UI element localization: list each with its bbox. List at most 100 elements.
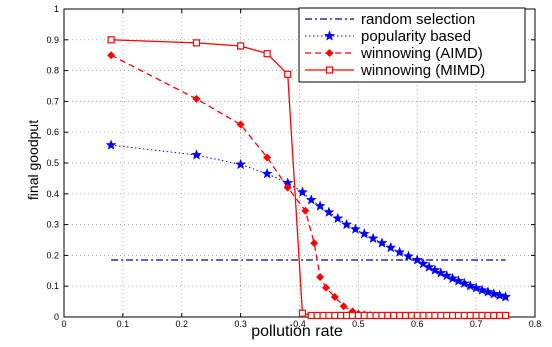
square-marker	[319, 311, 327, 320]
square-marker	[378, 311, 386, 320]
square-marker	[284, 70, 292, 78]
square-marker	[478, 311, 486, 320]
square-marker	[237, 42, 245, 50]
tick-labels: 0 0.1 0.2 0.3 0.4 0.5 0.6 0.7 0.8 0 0.1 0.2 0.3 0.4 0.…	[46, 4, 541, 329]
diamond-marker	[339, 302, 348, 311]
square-marker	[263, 50, 271, 58]
diamond-marker	[330, 292, 339, 301]
series-winnowing-mimd	[107, 36, 510, 320]
star-marker	[349, 223, 361, 234]
diamond-marker	[310, 239, 319, 248]
star-marker	[314, 200, 326, 211]
star-marker	[447, 272, 459, 284]
square-marker	[298, 309, 307, 317]
star-marker	[105, 139, 117, 150]
star-marker	[332, 212, 344, 224]
axis-ticks	[63, 8, 536, 318]
star-marker	[429, 264, 441, 275]
star-marker	[394, 246, 406, 257]
star-marker	[494, 289, 506, 301]
star-marker	[458, 277, 470, 289]
square-marker	[384, 311, 392, 320]
square-marker	[395, 311, 404, 320]
star-marker	[235, 158, 247, 170]
diamond-marker	[107, 51, 116, 60]
y-tick-label: 1	[54, 4, 59, 14]
square-marker	[490, 311, 498, 320]
series-popularity-based	[105, 139, 512, 302]
x-tick-label: 0.4	[293, 319, 306, 329]
star-marker	[423, 261, 435, 272]
square-marker	[366, 311, 374, 320]
star-marker	[324, 30, 335, 41]
y-tick-label: 0.6	[46, 127, 59, 137]
square-marker	[325, 311, 333, 320]
square-marker	[448, 311, 457, 320]
y-tick-label: 0.9	[46, 35, 59, 45]
y-tick-label: 0	[54, 312, 59, 322]
square-marker	[496, 311, 504, 320]
diamond-marker	[192, 94, 201, 103]
star-marker	[500, 291, 512, 302]
series-line	[111, 144, 506, 298]
square-marker	[501, 311, 510, 320]
square-marker	[325, 66, 334, 74]
star-marker	[376, 237, 388, 248]
square-marker	[313, 311, 321, 320]
star-marker	[470, 282, 482, 293]
legend-label: winnowing (AIMD)	[360, 45, 483, 62]
square-marker	[407, 311, 415, 320]
star-marker	[402, 250, 414, 261]
square-marker	[431, 311, 439, 320]
y-tick-label: 0.2	[46, 250, 59, 260]
y-tick-label: 0.4	[46, 189, 59, 199]
legend-label: random selection	[361, 11, 475, 28]
square-marker	[372, 311, 380, 320]
x-tick-label: 0.5	[352, 319, 365, 329]
square-marker	[107, 36, 115, 44]
star-marker	[296, 186, 308, 197]
star-marker	[358, 228, 370, 239]
square-marker	[348, 311, 357, 320]
diamond-marker	[325, 49, 334, 57]
y-tick-label: 0.7	[46, 96, 59, 106]
square-marker	[192, 39, 201, 47]
star-marker	[435, 267, 447, 278]
square-marker	[466, 311, 474, 320]
x-tick-label: 0.2	[175, 319, 188, 329]
x-tick-label: 0.8	[529, 319, 542, 329]
diamond-marker	[301, 206, 310, 215]
square-marker	[390, 311, 398, 320]
diamond-marker	[263, 153, 272, 162]
star-marker	[341, 218, 353, 230]
square-marker	[419, 311, 427, 320]
x-tick-label: 0	[61, 319, 66, 329]
star-marker	[476, 284, 488, 295]
legend-label: popularity based	[361, 28, 471, 45]
star-marker	[190, 149, 202, 160]
square-marker	[354, 311, 362, 320]
diamond-marker	[316, 272, 325, 281]
square-marker	[460, 311, 468, 320]
square-marker	[484, 311, 492, 320]
square-marker	[472, 311, 480, 320]
star-marker	[464, 280, 476, 291]
y-tick-label: 0.5	[46, 158, 59, 168]
x-tick-label: 0.3	[234, 319, 247, 329]
star-marker	[482, 286, 494, 297]
star-marker	[411, 254, 423, 265]
x-tick-label: 0.7	[470, 319, 483, 329]
star-marker	[261, 168, 273, 179]
series-layer	[105, 36, 512, 320]
star-marker	[417, 257, 429, 269]
square-marker	[343, 311, 351, 320]
star-marker	[305, 194, 317, 205]
star-marker	[488, 288, 500, 299]
y-axis-title: final goodput	[25, 120, 41, 200]
star-marker	[385, 241, 397, 253]
y-tick-label: 0.1	[46, 281, 59, 291]
star-marker	[367, 232, 379, 244]
square-marker	[443, 311, 451, 320]
